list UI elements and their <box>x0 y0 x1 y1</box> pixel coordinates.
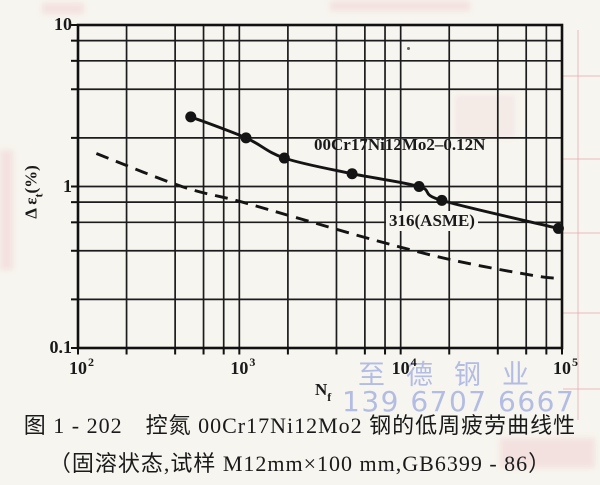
y-tick-label: 0.1 <box>49 337 73 357</box>
data-point <box>552 222 564 234</box>
y-tick-label: 1 <box>63 175 72 196</box>
data-point <box>278 152 290 164</box>
figure-caption-line2: （固溶状态,试样 M12mm×100 mm,GB6399 - 86） <box>48 451 552 476</box>
y-axis-title-unit: (%) <box>21 165 41 194</box>
figure-caption-line1: 图 1 - 202 控氮 00Cr17Ni12Mo2 钢的低周疲劳曲线性 <box>23 413 577 438</box>
series-label-316-asme: 316(ASME) <box>386 211 478 231</box>
ink-speck <box>407 47 410 50</box>
x-axis-title-symbol: N <box>315 380 328 399</box>
data-point <box>413 181 425 192</box>
curve-dashed <box>95 152 563 280</box>
y-axis-title: Δ εt(%) <box>21 165 46 219</box>
data-point <box>346 168 358 180</box>
x-axis-title: Nf <box>315 380 332 405</box>
x-tick-label: 102 <box>69 355 94 378</box>
x-tick-label: 103 <box>230 355 256 378</box>
y-axis-title-subscript: t <box>31 193 46 198</box>
watermark-phone-number: 139 6707 6667 <box>342 385 576 418</box>
data-point <box>240 132 252 144</box>
data-point <box>185 111 197 123</box>
plot-border <box>76 23 564 350</box>
x-axis-title-subscript: f <box>327 390 332 405</box>
x-tick-label: 105 <box>553 355 578 378</box>
x-tick-label: 104 <box>391 355 417 378</box>
series-label-00cr17ni12mo2: 00Cr17Ni12Mo2–0.12N <box>314 135 486 154</box>
y-tick-label: 10 <box>54 14 72 34</box>
watermark-company-name: 至德钢业 <box>358 360 550 391</box>
y-axis-title-symbol: Δ ε <box>21 197 41 219</box>
data-point <box>436 194 448 206</box>
